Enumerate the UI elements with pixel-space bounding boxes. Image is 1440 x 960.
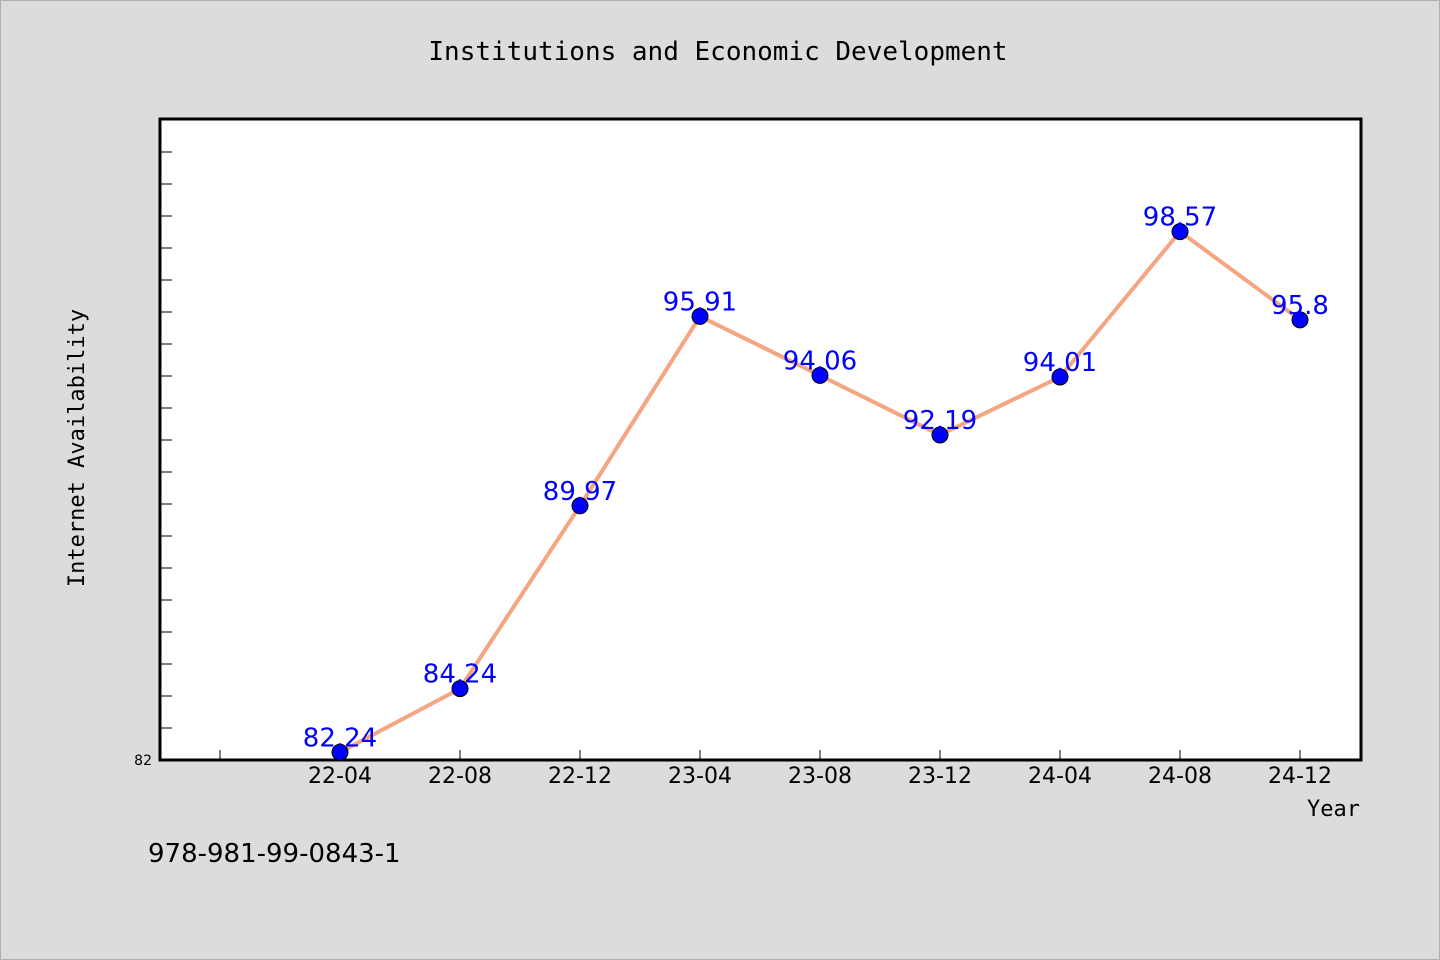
data-point xyxy=(1291,311,1309,329)
data-point xyxy=(331,743,349,761)
x-tick-label: 22-08 xyxy=(428,764,492,789)
data-point xyxy=(1051,368,1069,386)
x-tick-label: 23-12 xyxy=(908,764,972,789)
y-minor-ticks xyxy=(160,151,172,761)
data-label: 82.24 xyxy=(303,723,377,753)
data-point xyxy=(1171,223,1189,241)
data-label: 95.8 xyxy=(1271,291,1329,321)
chart-title: Institutions and Economic Development xyxy=(428,37,1007,67)
data-point xyxy=(691,307,709,325)
data-markers xyxy=(331,223,1309,761)
data-point xyxy=(451,680,469,698)
x-axis-label: Year xyxy=(1307,797,1360,822)
y-tick-label: 82 xyxy=(134,753,152,769)
x-tick-label: 24-12 xyxy=(1268,764,1332,789)
data-label: 92.19 xyxy=(903,406,977,436)
x-tick-label: 23-08 xyxy=(788,764,852,789)
x-tick-label: 24-04 xyxy=(1028,764,1092,789)
data-label: 94.06 xyxy=(783,346,857,376)
x-tick-label: 24-08 xyxy=(1148,764,1212,789)
footer-isbn: 978-981-99-0843-1 xyxy=(148,839,401,869)
data-point xyxy=(571,497,589,515)
data-label: 98.57 xyxy=(1143,203,1217,233)
x-axis: 22-04 22-08 22-12 23-04 23-08 23-12 24-04 24-08… xyxy=(219,750,1332,789)
data-label: 94.01 xyxy=(1023,348,1097,378)
plot-area xyxy=(158,117,1363,762)
data-labels: 82.24 84.24 89.97 95.91 94.06 92.19 94.01 98.57… xyxy=(303,203,1329,754)
data-label: 89.97 xyxy=(543,477,617,507)
data-point xyxy=(811,366,829,384)
x-tick-label: 22-12 xyxy=(548,764,612,789)
x-tick-label: 23-04 xyxy=(668,764,732,789)
data-label: 95.91 xyxy=(663,287,737,317)
y-axis: 82 xyxy=(134,753,152,769)
data-label: 84.24 xyxy=(423,660,497,690)
data-point xyxy=(931,426,949,444)
y-axis-label: Internet Availability xyxy=(65,309,90,587)
x-tick-label: 22-04 xyxy=(308,764,372,789)
